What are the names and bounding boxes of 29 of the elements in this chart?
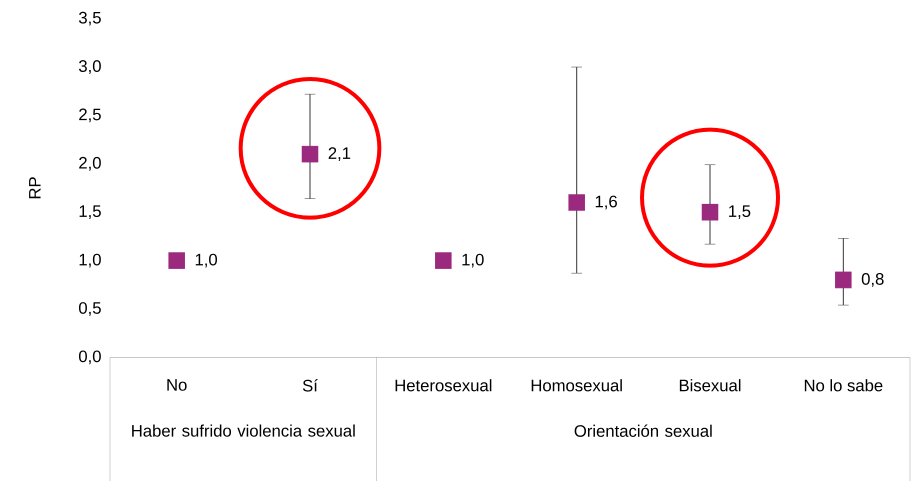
data-label: 2,1: [328, 147, 350, 161]
point: [168, 252, 185, 269]
x-tick-label: No lo sabe: [804, 378, 882, 392]
x-tick-label: Sí: [302, 378, 318, 392]
y-tick-label: 0,0: [78, 350, 101, 364]
y-tick-label: 3,5: [78, 12, 101, 26]
y-tick-label: 1,5: [80, 205, 101, 219]
point: [702, 204, 718, 220]
point: [568, 194, 585, 211]
data-label: 1,0: [196, 254, 218, 268]
point: [435, 252, 452, 269]
text: Orientación sexual: [574, 424, 712, 437]
y-axis-title: RP: [29, 177, 41, 198]
y-tick-label: 2,0: [79, 156, 101, 171]
data-label: 1,0: [462, 254, 484, 268]
x-tick-label: Bisexual: [680, 378, 740, 392]
y-tick-label: 1,0: [80, 254, 101, 268]
x-tick-label: Heterosexual: [396, 378, 492, 392]
point: [302, 146, 318, 162]
y-tick-label: 2,5: [79, 108, 101, 122]
x-tick-label: No: [167, 379, 187, 391]
data-label: 0,8: [862, 272, 884, 287]
y-tick-label: 3,0: [78, 60, 101, 74]
point: [835, 271, 852, 288]
data-label: 1,5: [729, 205, 750, 219]
text: Haber sufrido violencia sexual: [132, 424, 355, 437]
x-tick-label: Homosexual: [532, 378, 622, 392]
data-label: 1,6: [596, 195, 617, 210]
y-tick-label: 0,5: [78, 302, 101, 316]
